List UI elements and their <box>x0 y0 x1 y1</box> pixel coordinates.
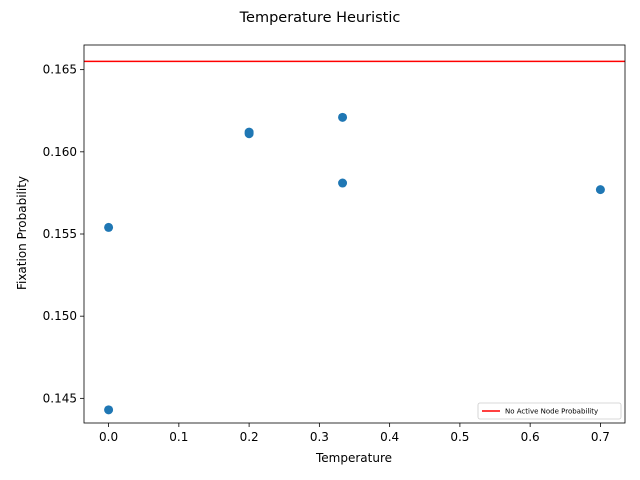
axes-frame <box>83 44 626 424</box>
data-point <box>104 405 114 415</box>
x-tick-label: 0.7 <box>591 430 610 444</box>
data-point <box>595 185 605 195</box>
data-point <box>104 222 114 232</box>
x-tick-label: 0.0 <box>99 430 118 444</box>
x-tick-label: 0.3 <box>310 430 329 444</box>
data-point <box>338 178 348 188</box>
chart-title: Temperature Heuristic <box>239 10 401 26</box>
x-tick-label: 0.5 <box>450 430 469 444</box>
y-axis-label: Fixation Probability <box>15 176 29 290</box>
data-point <box>244 127 254 137</box>
y-tick-label: 0.150 <box>43 309 77 323</box>
y-tick-label: 0.145 <box>43 391 77 405</box>
x-axis-label: Temperature <box>315 451 392 465</box>
x-tick-label: 0.6 <box>521 430 540 444</box>
data-point <box>338 112 348 122</box>
legend-box <box>477 402 622 420</box>
y-tick-label: 0.160 <box>43 145 77 159</box>
x-tick-label: 0.4 <box>380 430 399 444</box>
y-tick-label: 0.165 <box>43 63 77 77</box>
x-tick-label: 0.1 <box>169 430 188 444</box>
legend-label: No Active Node Probability <box>505 408 598 416</box>
plot-area: 0.0 0.1 0.2 0.3 0.4 0.5 0.6 0.7 0.145 0.150 0.155 0… <box>43 44 626 444</box>
y-tick-label: 0.155 <box>43 227 77 241</box>
x-tick-label: 0.2 <box>240 430 259 444</box>
